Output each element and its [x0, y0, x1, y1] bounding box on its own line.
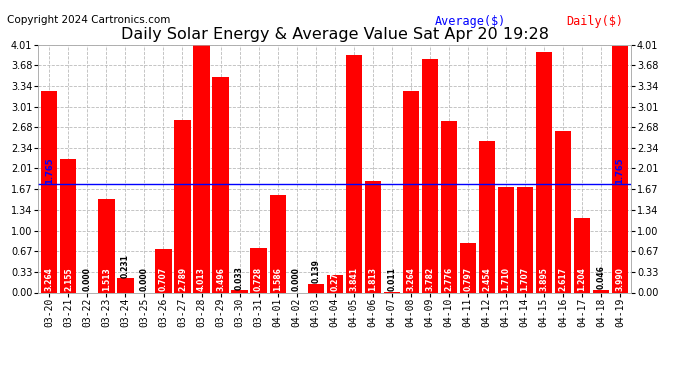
- Bar: [497, 187, 514, 292]
- Bar: [346, 56, 362, 292]
- Bar: [270, 195, 286, 292]
- Bar: [422, 59, 438, 292]
- Text: 0.231: 0.231: [121, 254, 130, 278]
- Text: 2.617: 2.617: [558, 267, 567, 291]
- Text: 3.841: 3.841: [349, 267, 358, 291]
- Text: 1.513: 1.513: [102, 267, 111, 291]
- Bar: [213, 77, 228, 292]
- Bar: [364, 181, 381, 292]
- Text: 2.776: 2.776: [444, 267, 453, 291]
- Bar: [460, 243, 476, 292]
- Text: 3.264: 3.264: [45, 267, 54, 291]
- Text: 2.155: 2.155: [64, 268, 73, 291]
- Text: 0.000: 0.000: [140, 267, 149, 291]
- Text: 3.782: 3.782: [425, 267, 434, 291]
- Bar: [41, 91, 57, 292]
- Text: 2.454: 2.454: [482, 267, 491, 291]
- Text: 0.707: 0.707: [159, 267, 168, 291]
- Bar: [250, 248, 266, 292]
- Title: Daily Solar Energy & Average Value Sat Apr 20 19:28: Daily Solar Energy & Average Value Sat A…: [121, 27, 549, 42]
- Text: 0.033: 0.033: [235, 266, 244, 290]
- Bar: [555, 131, 571, 292]
- Bar: [403, 91, 419, 292]
- Text: 3.990: 3.990: [615, 267, 624, 291]
- Text: 1.765: 1.765: [45, 157, 54, 184]
- Text: 3.264: 3.264: [406, 267, 415, 291]
- Text: 4.013: 4.013: [197, 267, 206, 291]
- Text: Daily($): Daily($): [566, 15, 623, 28]
- Bar: [479, 141, 495, 292]
- Text: 1.710: 1.710: [502, 267, 511, 291]
- Text: 1.204: 1.204: [578, 267, 586, 291]
- Bar: [193, 45, 210, 292]
- Text: 1.586: 1.586: [273, 267, 282, 291]
- Text: 0.139: 0.139: [311, 260, 320, 283]
- Bar: [612, 46, 628, 292]
- Text: Copyright 2024 Cartronics.com: Copyright 2024 Cartronics.com: [7, 15, 170, 25]
- Bar: [535, 52, 552, 292]
- Text: Average($): Average($): [435, 15, 506, 28]
- Bar: [155, 249, 172, 292]
- Text: 0.276: 0.276: [330, 267, 339, 291]
- Bar: [517, 187, 533, 292]
- Text: 0.797: 0.797: [463, 267, 472, 291]
- Bar: [326, 276, 343, 292]
- Bar: [117, 278, 134, 292]
- Bar: [441, 121, 457, 292]
- Text: 1.707: 1.707: [520, 267, 529, 291]
- Text: 2.789: 2.789: [178, 267, 187, 291]
- Text: 0.000: 0.000: [83, 267, 92, 291]
- Bar: [175, 120, 190, 292]
- Text: 0.728: 0.728: [254, 267, 263, 291]
- Text: 1.765: 1.765: [615, 157, 624, 184]
- Bar: [308, 284, 324, 292]
- Text: 0.011: 0.011: [387, 267, 396, 291]
- Bar: [99, 199, 115, 292]
- Bar: [60, 159, 77, 292]
- Text: 0.046: 0.046: [596, 265, 605, 289]
- Text: 1.813: 1.813: [368, 267, 377, 291]
- Bar: [574, 218, 590, 292]
- Text: 3.895: 3.895: [540, 267, 549, 291]
- Text: 3.496: 3.496: [216, 267, 225, 291]
- Bar: [231, 291, 248, 292]
- Text: 0.000: 0.000: [292, 267, 301, 291]
- Bar: [593, 290, 609, 292]
